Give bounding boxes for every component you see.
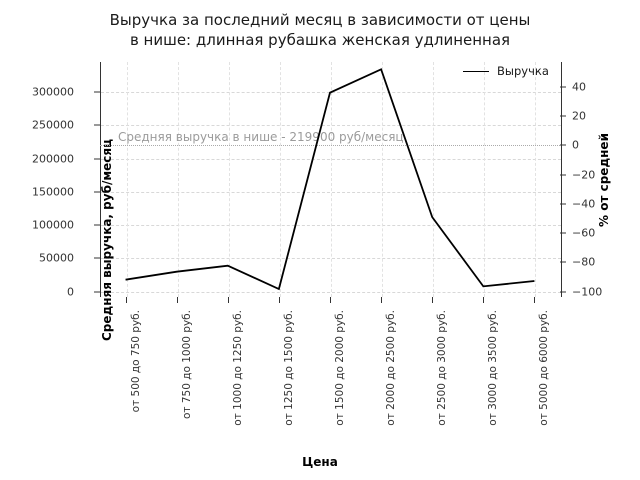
x-axis-tick-mark xyxy=(330,297,331,303)
grid-line-vertical xyxy=(382,62,384,297)
secondary-y-axis-tick-mark xyxy=(560,144,566,146)
x-axis-tick-label: от 2000 до 2500 руб. xyxy=(385,310,398,426)
y-axis-tick-label: 50000 xyxy=(39,251,74,265)
secondary-y-axis-tick-mark xyxy=(560,203,566,205)
x-axis-tick-mark xyxy=(381,297,383,303)
secondary-y-axis-tick-mark xyxy=(560,291,566,293)
x-axis-tick-mark xyxy=(176,297,178,303)
x-axis-tick-mark xyxy=(125,297,127,303)
x-axis-tick-mark xyxy=(483,297,485,303)
y-axis-tick-mark xyxy=(94,158,100,160)
secondary-y-axis-tick-mark xyxy=(560,115,566,117)
y-axis-tick-mark xyxy=(94,191,100,193)
y-axis-tick-mark xyxy=(94,91,100,93)
y-axis-tick-mark xyxy=(94,124,100,126)
average-reference-line xyxy=(100,145,560,147)
secondary-y-axis-tick-mark xyxy=(560,232,566,234)
grid-line-vertical xyxy=(331,62,332,297)
secondary-y-axis-tick-mark xyxy=(560,174,566,176)
grid-line-vertical xyxy=(228,62,230,297)
y-axis-tick-mark xyxy=(94,257,100,259)
grid-line-vertical xyxy=(177,62,179,297)
x-axis-label: Цена xyxy=(302,455,338,469)
x-axis-tick-label: от 2500 до 3000 руб. xyxy=(436,310,449,426)
secondary-y-axis-tick-label: −40 xyxy=(572,197,596,211)
plot-area xyxy=(100,62,562,297)
y-axis-tick-mark xyxy=(94,291,100,293)
grid-line-vertical xyxy=(535,62,537,297)
x-axis-tick-mark xyxy=(227,297,229,303)
secondary-y-axis-tick-mark xyxy=(560,86,566,88)
y-axis-tick-label: 100000 xyxy=(32,218,74,232)
legend-swatch-revenue xyxy=(463,70,489,72)
x-axis-tick-mark xyxy=(278,297,280,303)
x-axis-tick-label: от 1000 до 1250 руб. xyxy=(231,310,244,426)
secondary-y-axis-tick-label: −60 xyxy=(572,226,596,240)
secondary-y-axis-tick-label: −20 xyxy=(572,168,596,182)
grid-line-vertical xyxy=(433,62,435,297)
secondary-y-axis-tick-mark xyxy=(560,261,566,263)
y-axis-tick-label: 150000 xyxy=(32,185,74,199)
secondary-y-axis-tick-label: −80 xyxy=(572,255,596,269)
y-axis-tick-label: 200000 xyxy=(32,152,74,166)
x-axis-tick-label: от 500 до 750 руб. xyxy=(129,310,142,413)
x-axis-tick-label: от 3000 до 3500 руб. xyxy=(487,310,500,426)
grid-line-vertical xyxy=(484,62,486,297)
y-axis-tick-label: 300000 xyxy=(32,85,74,99)
x-axis-tick-label: от 1250 до 1500 руб. xyxy=(282,310,295,426)
grid-line-vertical xyxy=(126,62,128,297)
grid-line-vertical xyxy=(279,62,281,297)
secondary-y-axis-tick-label: 20 xyxy=(572,109,586,123)
y-axis-tick-label: 0 xyxy=(67,285,74,299)
secondary-y-axis-tick-label: 40 xyxy=(572,80,586,94)
x-axis-tick-mark xyxy=(432,297,434,303)
x-axis-tick-label: от 1500 до 2000 руб. xyxy=(334,310,346,426)
chart-title: Выручка за последний месяц в зависимости… xyxy=(109,11,531,49)
y-axis-tick-label: 250000 xyxy=(32,118,74,132)
legend-label-revenue: Выручка xyxy=(497,64,549,78)
series-line-revenue xyxy=(125,68,535,291)
chart-legend: Выручка xyxy=(463,64,549,78)
x-axis-tick-mark xyxy=(534,297,536,303)
secondary-y-axis-tick-label: −100 xyxy=(572,285,603,299)
x-axis-tick-label: от 750 до 1000 руб. xyxy=(180,310,193,420)
secondary-y-axis-tick-label: 0 xyxy=(572,138,579,152)
average-annotation: Средняя выручка в нише - 219900 руб/меся… xyxy=(118,130,404,145)
x-axis-tick-label: от 5000 до 6000 руб. xyxy=(538,310,551,426)
y-axis-tick-mark xyxy=(94,224,100,226)
